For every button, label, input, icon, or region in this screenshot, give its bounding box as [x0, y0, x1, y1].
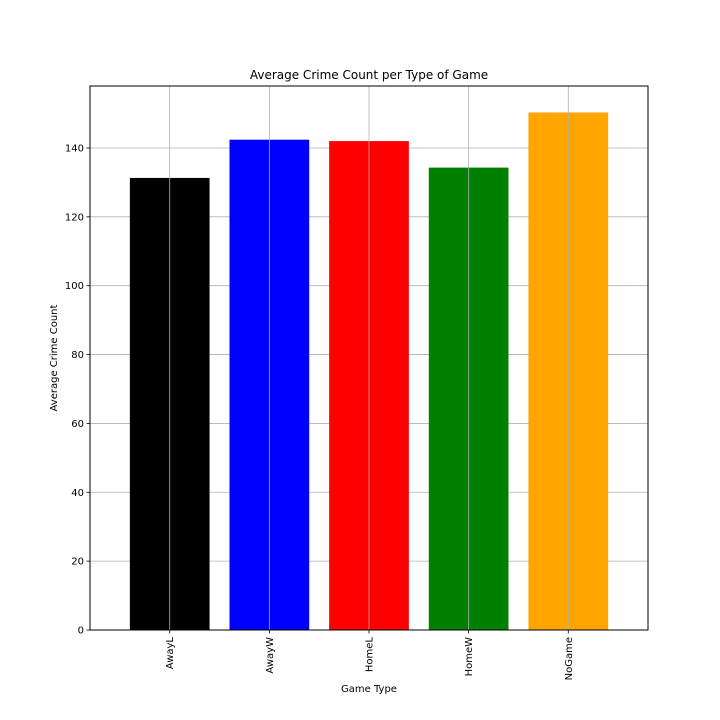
y-axis-label: Average Crime Count: [49, 304, 60, 411]
x-axis-label: Game Type: [341, 684, 397, 695]
bars: [129, 86, 609, 630]
x-tick-label: AwayW: [265, 637, 276, 674]
y-tick-label: 140: [65, 143, 84, 154]
x-tick-label: AwayL: [165, 637, 176, 670]
x-tick-label: HomeL: [365, 637, 376, 673]
plot-frame: [89, 85, 649, 631]
y-axis-ticks: 0 20 40 60 80 100 120 140: [65, 143, 90, 637]
y-tick-label: 40: [71, 488, 84, 499]
y-tick-label: 120: [65, 212, 84, 223]
y-tick-label: 100: [65, 281, 84, 292]
y-tick-label: 60: [71, 419, 84, 430]
x-tick-label: NoGame: [564, 637, 575, 680]
x-tick-label: HomeW: [464, 637, 475, 677]
y-tick-label: 20: [71, 557, 84, 568]
y-tick-label: 0: [78, 626, 84, 637]
y-tick-label: 80: [71, 350, 84, 361]
chart-title: Average Crime Count per Type of Game: [250, 68, 488, 82]
x-axis-ticks: AwayL AwayW HomeL HomeW NoGame: [165, 630, 575, 680]
